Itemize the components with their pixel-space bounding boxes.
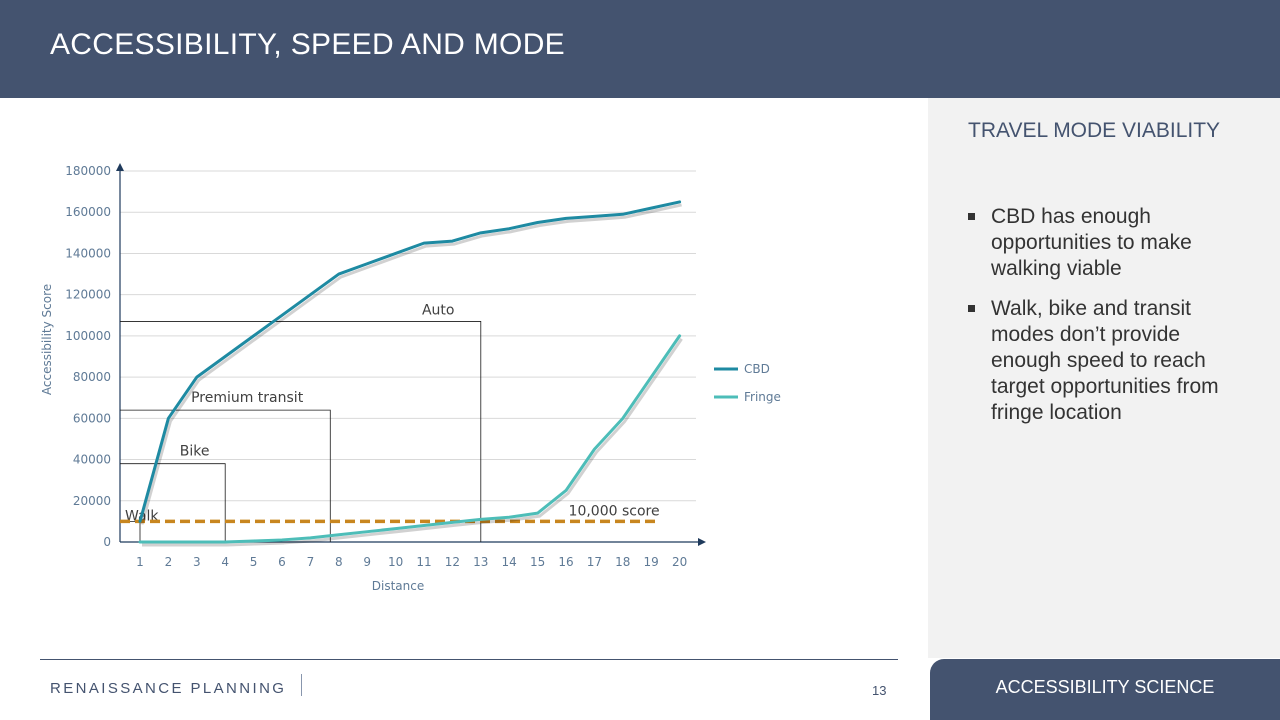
y-tick-label: 60000 <box>73 411 111 425</box>
footer-tab-label: ACCESSIBILITY SCIENCE <box>995 677 1215 697</box>
x-tick-label: 1 <box>136 555 144 569</box>
x-tick-label: 16 <box>558 555 573 569</box>
y-axis-arrow <box>116 163 124 171</box>
bullet-text: CBD has enough opportunities to make wal… <box>991 205 1192 280</box>
mode-box-premium-transit <box>120 409 331 542</box>
x-tick-label: 11 <box>416 555 431 569</box>
y-tick-label: 140000 <box>65 246 111 260</box>
x-tick-label: 2 <box>165 555 173 569</box>
x-tick-label: 14 <box>502 555 517 569</box>
accessibility-chart: 0 20000 40000 60000 80000 100000 120000 140000 1… <box>40 163 781 593</box>
bullet-square-icon <box>968 213 975 220</box>
y-tick-label: 20000 <box>73 494 111 508</box>
y-tick-label: 40000 <box>73 453 111 467</box>
x-tick-label: 4 <box>221 555 229 569</box>
x-tick-label: 5 <box>250 555 258 569</box>
series-lines <box>138 200 683 547</box>
x-tick-label: 19 <box>644 555 659 569</box>
legend-label: CBD <box>744 362 770 376</box>
mode-box-auto <box>120 321 482 542</box>
threshold-line-group: 10,000 score <box>120 503 660 524</box>
x-tick-label: 9 <box>363 555 371 569</box>
x-tick-label: 3 <box>193 555 201 569</box>
y-tick-label: 80000 <box>73 370 111 384</box>
y-tick-label: 0 <box>103 535 111 549</box>
mode-box-walk <box>120 520 141 542</box>
x-tick-label: 7 <box>307 555 315 569</box>
y-tick-label: 100000 <box>65 329 111 343</box>
page-number: 13 <box>872 683 887 698</box>
x-tick-label: 13 <box>473 555 488 569</box>
x-tick-label: 20 <box>672 555 687 569</box>
series-shadow <box>140 203 682 525</box>
right-panel: TRAVEL MODE VIABILITY CBD has enough opp… <box>928 98 1280 658</box>
x-tick-label: 15 <box>530 555 545 569</box>
series-line-cbd <box>138 200 682 523</box>
mode-label: Bike <box>180 444 210 460</box>
x-tick-label: 17 <box>587 555 602 569</box>
logo-divider <box>301 674 302 696</box>
y-tick-labels: 0 20000 40000 60000 80000 100000 120000 140000 1… <box>65 164 111 549</box>
x-axis-arrow <box>698 538 706 546</box>
mode-box-bike <box>120 463 226 542</box>
footer-tab: ACCESSIBILITY SCIENCE <box>930 659 1280 720</box>
axes <box>116 163 706 546</box>
x-tick-label: 6 <box>278 555 286 569</box>
bullet-item: Walk, bike and transit modes don’t provi… <box>968 296 1248 426</box>
y-axis-title: Accessibility Score <box>40 284 54 395</box>
threshold-label: 10,000 score <box>569 503 660 519</box>
x-tick-labels: 1 2 3 4 5 6 7 8 9 10 11 12 13 14 15 16 17 18 19 20 <box>136 555 687 569</box>
mode-label: Premium transit <box>191 390 304 406</box>
x-tick-label: 18 <box>615 555 630 569</box>
bullet-list: CBD has enough opportunities to make wal… <box>968 204 1248 440</box>
legend-label: Fringe <box>744 390 781 404</box>
y-tick-label: 180000 <box>65 164 111 178</box>
bullet-square-icon <box>968 305 975 312</box>
series-line-fringe <box>138 334 682 544</box>
mode-label: Auto <box>422 302 455 318</box>
x-tick-label: 10 <box>388 555 403 569</box>
footer-divider <box>40 659 898 660</box>
header-bar: ACCESSIBILITY, SPEED AND MODE <box>0 0 1280 98</box>
legend: CBD Fringe <box>714 362 781 404</box>
series-shadow <box>142 338 683 547</box>
slide-title: ACCESSIBILITY, SPEED AND MODE <box>50 28 565 61</box>
bullet-text: Walk, bike and transit modes don’t provi… <box>991 297 1219 424</box>
x-axis-title: Distance <box>372 579 424 593</box>
gridlines <box>120 170 696 502</box>
y-tick-label: 160000 <box>65 205 111 219</box>
panel-heading: TRAVEL MODE VIABILITY <box>968 119 1221 142</box>
x-tick-label: 8 <box>335 555 343 569</box>
bullet-item: CBD has enough opportunities to make wal… <box>968 204 1248 282</box>
company-logo: RENAISSANCE PLANNING <box>50 680 287 697</box>
y-tick-label: 120000 <box>65 288 111 302</box>
x-tick-label: 12 <box>445 555 460 569</box>
